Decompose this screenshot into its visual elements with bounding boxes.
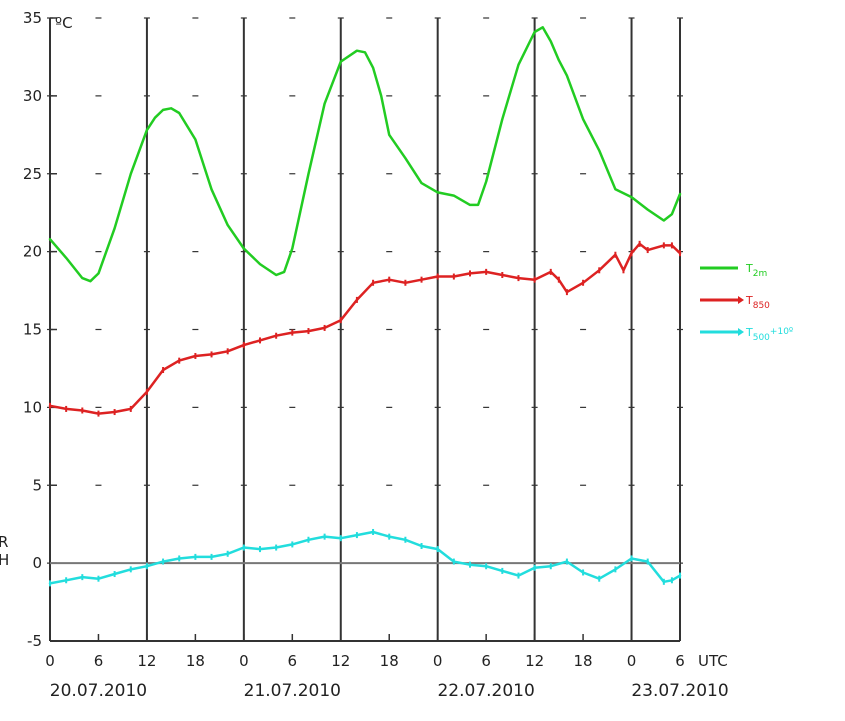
y-tick-label: 15 xyxy=(23,321,42,339)
y-tick-label: 0 xyxy=(32,554,42,572)
x-tick-label: 12 xyxy=(137,652,156,670)
series-line-0 xyxy=(48,26,682,283)
left-edge-fragment: H xyxy=(0,551,9,569)
y-tick-label: 20 xyxy=(23,243,42,261)
legend-label-base: T xyxy=(745,294,753,307)
y-tick-label: -5 xyxy=(27,632,42,650)
x-tick-label: 12 xyxy=(331,652,350,670)
x-tick-label: 0 xyxy=(45,652,55,670)
date-label: 22.07.2010 xyxy=(437,681,534,701)
legend-label-subscript: 2m xyxy=(753,269,768,279)
series-line-2 xyxy=(48,530,682,585)
y-unit-label: ºC xyxy=(55,14,73,32)
day-grid-lines xyxy=(145,18,681,641)
left-edge-fragment: R xyxy=(0,533,8,551)
y-tick-label: 35 xyxy=(23,9,42,27)
date-label: 20.07.2010 xyxy=(50,681,147,701)
x-tick-label: 18 xyxy=(380,652,399,670)
x-tick-label: 6 xyxy=(288,652,298,670)
chart-axes xyxy=(47,17,683,642)
legend-label-suffix: +10º xyxy=(770,327,793,337)
y-tick-label: 5 xyxy=(32,476,42,494)
legend-arrow-2 xyxy=(738,328,744,336)
legend-label-subscript: 500 xyxy=(753,333,770,343)
legend-arrow-1 xyxy=(738,296,744,304)
legend-label-base: T xyxy=(745,262,753,275)
y-tick-label: 10 xyxy=(23,398,42,416)
x-tick-label: 12 xyxy=(525,652,544,670)
x-tick-label: 6 xyxy=(481,652,491,670)
date-label: 23.07.2010 xyxy=(631,681,728,701)
x-tick-label: 0 xyxy=(239,652,249,670)
y-tick-label: 30 xyxy=(23,87,42,105)
x-unit-label: UTC xyxy=(698,652,728,670)
x-tick-label: 6 xyxy=(675,652,685,670)
data-series xyxy=(48,26,682,587)
x-tick-label: 0 xyxy=(433,652,443,670)
legend-label-2: T500+10º xyxy=(745,326,793,343)
legend-label-0: T2m xyxy=(745,262,767,279)
x-tick-label: 18 xyxy=(186,652,205,670)
date-label: 21.07.2010 xyxy=(244,681,341,701)
x-tick-label: 18 xyxy=(574,652,593,670)
x-tick-label: 0 xyxy=(627,652,637,670)
legend-label-base: T xyxy=(745,326,753,339)
legend-label-subscript: 850 xyxy=(753,301,770,311)
legend-label-1: T850 xyxy=(745,294,770,311)
y-tick-label: 25 xyxy=(23,165,42,183)
x-tick-label: 6 xyxy=(94,652,104,670)
series-line-1 xyxy=(48,242,682,415)
